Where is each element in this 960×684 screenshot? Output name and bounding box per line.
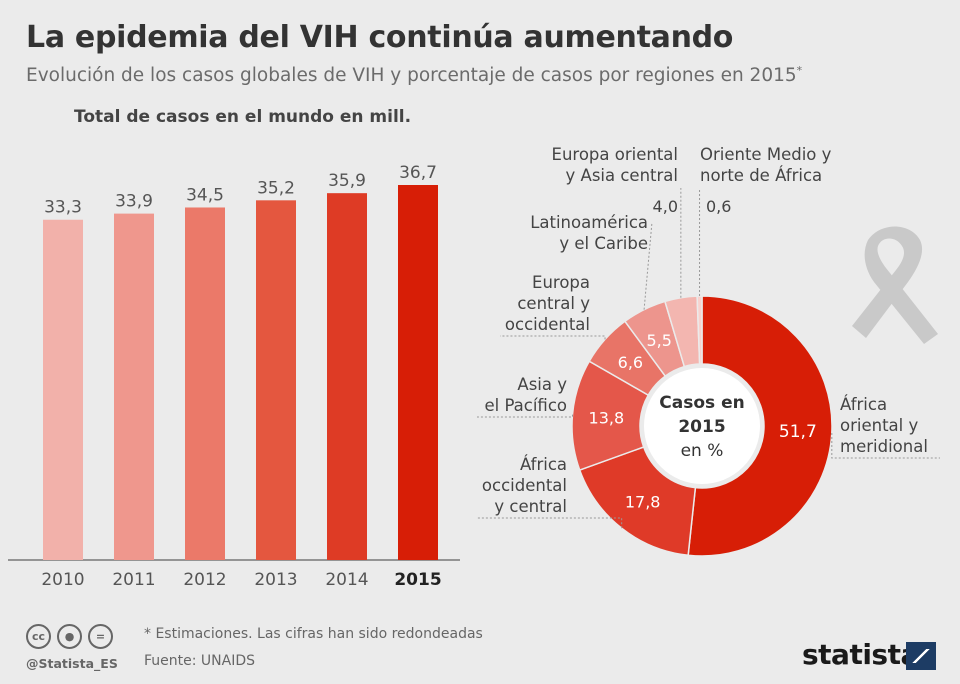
slice-category-label: Oriente Medio y <box>700 145 832 164</box>
bar-value-label: 34,5 <box>186 185 224 205</box>
slice-category-label: y Asia central <box>566 166 678 185</box>
leader-line <box>500 335 606 340</box>
slice-category-label: África <box>520 455 567 474</box>
bar-value-label: 35,9 <box>328 171 366 191</box>
bar-chart-title: Total de casos en el mundo en mill. <box>74 107 412 127</box>
slice-category-label: occidental <box>482 476 567 495</box>
slice-category-label: Europa <box>532 273 590 292</box>
bar-2011 <box>114 213 154 560</box>
leader-line <box>477 517 623 529</box>
leader-line <box>477 414 574 418</box>
slice-category-label: oriental y <box>840 416 918 435</box>
slice-category-label: y el Caribe <box>559 234 648 253</box>
subtitle-footnote-mark: * <box>796 64 803 77</box>
bar-2010 <box>43 219 83 560</box>
brand-mark-icon <box>906 642 936 670</box>
slice-category-label: meridional <box>840 437 928 456</box>
slice-value-label: 6,6 <box>618 353 643 372</box>
slice-category-label: y central <box>494 497 567 516</box>
x-tick-label: 2011 <box>112 570 155 590</box>
bar-value-label: 36,7 <box>399 163 437 183</box>
license-icons: cc ● = <box>26 624 113 649</box>
x-tick-label: 2013 <box>254 570 297 590</box>
slice-category-label: África <box>840 395 887 414</box>
slice-value-label: 51,7 <box>779 422 817 442</box>
nd-icon: = <box>88 624 113 649</box>
donut-slice <box>578 446 697 557</box>
bar-value-label: 33,9 <box>115 192 153 212</box>
x-tick-label: 2010 <box>41 570 84 590</box>
slice-category-label: occidental <box>505 315 590 334</box>
bar-chart: 33,3 2010 33,9 2011 34,5 2012 35,2 2013 35,9 2014… <box>8 163 460 590</box>
footnote: * Estimaciones. Las cifras han sido redo… <box>144 626 483 642</box>
center-label: Casos en <box>659 393 744 413</box>
donut-chart: 51,7 África oriental y meridional 17,8 África… <box>477 145 940 557</box>
bar-2013 <box>256 200 296 561</box>
center-label: 2015 <box>678 417 725 437</box>
slice-value-label: 13,8 <box>589 409 625 428</box>
awareness-ribbon-icon <box>852 226 938 344</box>
slice-category-label: Asia y <box>517 375 567 394</box>
x-tick-label: 2012 <box>183 570 226 590</box>
donut-slice <box>696 295 703 365</box>
slice-category-label: Europa oriental <box>552 145 678 164</box>
leader-line <box>831 432 940 459</box>
slice-category-label: Latinoamérica <box>530 213 648 232</box>
slice-value-label: 0,6 <box>706 197 731 216</box>
slice-value-label: 4,0 <box>653 197 678 216</box>
cc-icon: cc <box>26 624 51 649</box>
page-subtitle: Evolución de los casos globales de VIH y… <box>26 64 802 86</box>
x-tick-label: 2015 <box>394 570 441 590</box>
social-handle: @Statista_ES <box>26 656 118 671</box>
donut-slice <box>687 295 833 557</box>
brand-logo[interactable]: statista <box>802 638 919 671</box>
bar-2015 <box>398 185 438 560</box>
slice-value-label: 17,8 <box>625 492 661 511</box>
x-tick-label: 2014 <box>325 570 368 590</box>
slice-category-label: central y <box>517 294 590 313</box>
bar-value-label: 33,3 <box>44 198 82 218</box>
bar-value-label: 35,2 <box>257 178 295 198</box>
subtitle-text: Evolución de los casos globales de VIH y… <box>26 65 797 87</box>
center-label: en % <box>681 441 724 461</box>
page-title: La epidemia del VIH continúa aumentando <box>26 20 734 55</box>
donut-center <box>644 368 760 484</box>
bar-2014 <box>327 193 367 560</box>
source-note: Fuente: UNAIDS <box>144 653 256 669</box>
leader-line <box>643 221 653 310</box>
bar-2012 <box>185 207 225 560</box>
slice-category-label: norte de África <box>700 166 822 185</box>
slice-category-label: el Pacífico <box>484 396 567 415</box>
slice-value-label: 5,5 <box>646 331 671 350</box>
by-icon: ● <box>57 624 82 649</box>
